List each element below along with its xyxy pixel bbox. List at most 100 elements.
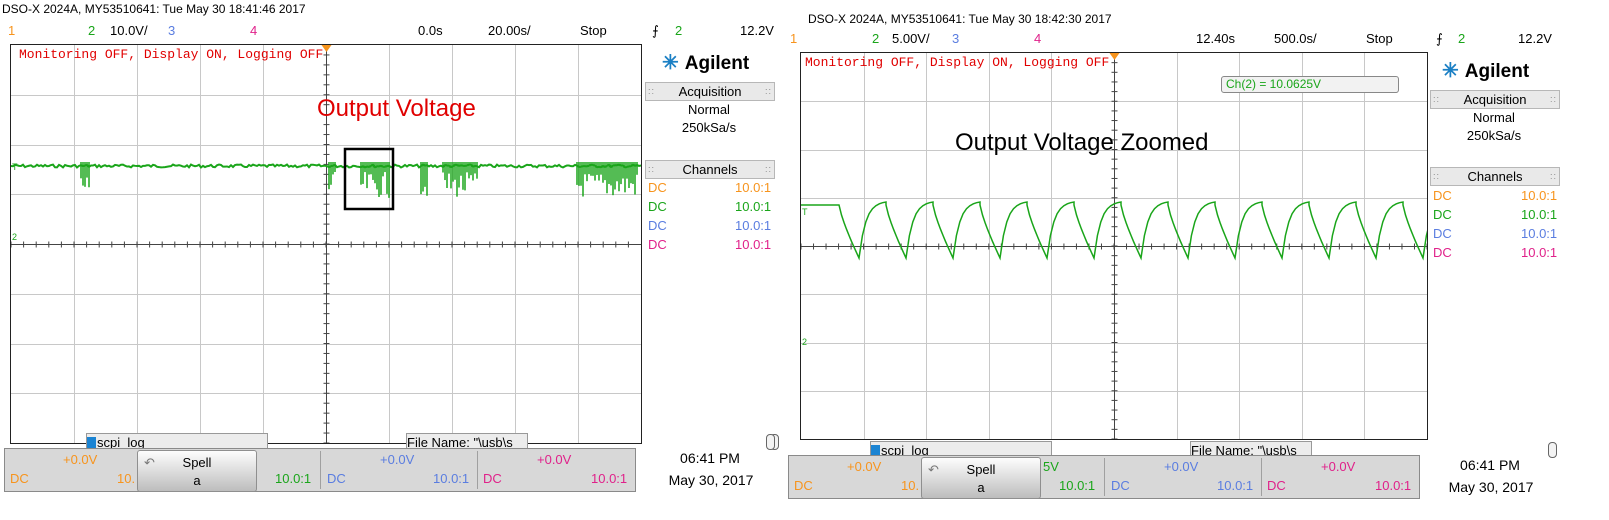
- ch3-offset[interactable]: +0.0V: [1164, 459, 1199, 474]
- right-scope-capture: DSO-X 2024A, MY53510641: Tue May 30 18:4…: [766, 0, 1609, 511]
- trigger-level: 12.2V: [1518, 31, 1552, 46]
- ch3-coupling: DC: [648, 218, 667, 233]
- ch2-number: 2: [88, 23, 96, 38]
- run-state: Stop: [1366, 31, 1393, 46]
- ch4-number: 4: [1034, 31, 1042, 46]
- spell-button[interactable]: ↶ Spell a: [921, 457, 1041, 499]
- ch1-coupling: DC: [1433, 188, 1452, 203]
- acquisition-header[interactable]: :: Acquisition::: [1430, 90, 1560, 109]
- ch2-number: 2: [872, 31, 880, 46]
- ch3-probe: 10.0:1: [1521, 226, 1558, 241]
- ch4-offset[interactable]: +0.0V: [537, 452, 572, 467]
- ch3-indicator[interactable]: 3: [952, 31, 959, 46]
- ch4-probe-bottom[interactable]: 10.0:1: [1375, 478, 1412, 493]
- ch3-probe-bottom[interactable]: 10.0:1: [1217, 478, 1254, 493]
- scpi-cursor-icon: [87, 436, 96, 451]
- sample-rate: 250kSa/s: [1466, 128, 1522, 143]
- clock-time: 06:41 PM: [1460, 457, 1520, 473]
- ch3-coupling-bottom[interactable]: DC: [327, 471, 346, 486]
- ch4-number: 4: [250, 23, 258, 38]
- trigger-position-marker: [321, 45, 332, 52]
- ch2-probe-bottom[interactable]: 10.0:1: [1059, 478, 1096, 493]
- ch4-coupling: DC: [1433, 245, 1452, 260]
- ch2-probe-bottom[interactable]: 10.0:1: [275, 471, 312, 486]
- ch3-number: 3: [952, 31, 960, 46]
- sample-rate: 250kSa/s: [681, 120, 737, 135]
- acquisition-header[interactable]: :: Acquisition::: [645, 82, 775, 101]
- ch2-ground-marker: 2: [802, 337, 807, 347]
- time-scale: 500.0s/: [1274, 31, 1317, 46]
- clock-time: 06:41 PM: [680, 450, 740, 466]
- left-scope-capture: DSO-X 2024A, MY53510641: Tue May 30 18:4…: [0, 0, 800, 511]
- ch4-offset[interactable]: +0.0V: [1321, 459, 1356, 474]
- ch4-indicator[interactable]: 4: [250, 23, 257, 38]
- capture-header: DSO-X 2024A, MY53510641: Tue May 30 18:4…: [2, 2, 306, 16]
- status-message: Monitoring OFF, Display ON, Logging OFF: [805, 55, 1110, 70]
- spell-button[interactable]: ↶ Spell a: [137, 450, 257, 492]
- ch2-offset-fragment[interactable]: 5V: [1043, 459, 1059, 474]
- time-scale: 20.00s/: [488, 23, 531, 38]
- waveform-display[interactable]: T 2 Monitoring OFF, Display ON, Logging O…: [800, 52, 1428, 440]
- spell-label: Spell: [966, 462, 996, 477]
- trigger-position-marker: [1109, 53, 1120, 60]
- ch1-number: 1: [790, 31, 798, 46]
- trigger-level: 12.2V: [740, 23, 774, 38]
- ch1-offset[interactable]: +0.0V: [63, 452, 98, 467]
- ch1-probe: 10.0:1: [1521, 188, 1558, 203]
- ch2-scale: 10.0V/: [110, 23, 148, 38]
- trigger-level-marker: T: [802, 207, 808, 217]
- trigger-level-marker: T: [12, 162, 18, 172]
- ch4-coupling-bottom[interactable]: DC: [1267, 478, 1286, 493]
- ch2-indicator[interactable]: 2: [88, 23, 95, 38]
- ch1-coupling-bottom[interactable]: DC: [794, 478, 813, 493]
- ch1-probe-bottom[interactable]: 10.: [901, 478, 920, 493]
- ch3-probe: 10.0:1: [735, 218, 772, 233]
- spell-value: a: [977, 480, 985, 495]
- undo-icon: ↶: [144, 455, 155, 470]
- ch4-coupling-bottom[interactable]: DC: [483, 471, 502, 486]
- ch2-trace: [801, 201, 1427, 261]
- ch1-offset[interactable]: +0.0V: [847, 459, 882, 474]
- scpi-cursor-icon: [871, 444, 880, 459]
- ch4-probe-bottom[interactable]: 10.0:1: [591, 471, 628, 486]
- time-offset: 0.0s: [418, 23, 443, 38]
- ch3-indicator[interactable]: 3: [168, 23, 175, 38]
- status-message: Monitoring OFF, Display ON, Logging OFF: [19, 47, 324, 62]
- ch1-indicator[interactable]: 1: [790, 31, 797, 46]
- channels-header[interactable]: :: Channels::: [645, 160, 775, 179]
- ch3-offset[interactable]: +0.0V: [380, 452, 415, 467]
- ch2-indicator[interactable]: 2: [872, 31, 879, 46]
- channels-header[interactable]: :: Channels::: [1430, 167, 1560, 186]
- ch4-probe: 10.0:1: [1521, 245, 1558, 260]
- ch2-coupling: DC: [648, 199, 667, 214]
- clock-date: May 30, 2017: [1448, 479, 1534, 495]
- trigger-channel: 2: [675, 23, 683, 38]
- trigger-channel: 2: [1458, 31, 1466, 46]
- ch3-number: 3: [168, 23, 176, 38]
- scroll-handle-icon[interactable]: [766, 434, 775, 450]
- ch3-coupling-bottom[interactable]: DC: [1111, 478, 1130, 493]
- zoom-box: [343, 147, 395, 211]
- ch1-indicator[interactable]: 1: [8, 23, 15, 38]
- ch1-probe-bottom[interactable]: 10.: [117, 471, 136, 486]
- agilent-logo: ✳ Agilent: [662, 52, 750, 74]
- ch3-probe-bottom[interactable]: 10.0:1: [433, 471, 470, 486]
- trigger-edge-icon: ⨍: [652, 23, 659, 38]
- ch1-number: 1: [8, 23, 16, 38]
- ch4-probe: 10.0:1: [735, 237, 772, 252]
- agilent-spark-icon: ✳: [1442, 60, 1459, 82]
- ch1-coupling: DC: [648, 180, 667, 195]
- capture-header: DSO-X 2024A, MY53510641: Tue May 30 18:4…: [808, 12, 1112, 26]
- file-name-tab[interactable]: File Name: "\usb\s: [406, 433, 528, 452]
- ch1-coupling-bottom[interactable]: DC: [10, 471, 29, 486]
- run-state: Stop: [580, 23, 607, 38]
- measurement-readout[interactable]: Ch(2) = 10.0625V: [1221, 76, 1399, 93]
- ch1-probe: 10.0:1: [735, 180, 772, 195]
- ch2-probe: 10.0:1: [735, 199, 772, 214]
- scroll-handle-icon-right[interactable]: [1548, 442, 1557, 458]
- ch4-indicator[interactable]: 4: [1034, 31, 1041, 46]
- clock-date: May 30, 2017: [668, 472, 754, 488]
- ch4-coupling: DC: [648, 237, 667, 252]
- ch2-coupling: DC: [1433, 207, 1452, 222]
